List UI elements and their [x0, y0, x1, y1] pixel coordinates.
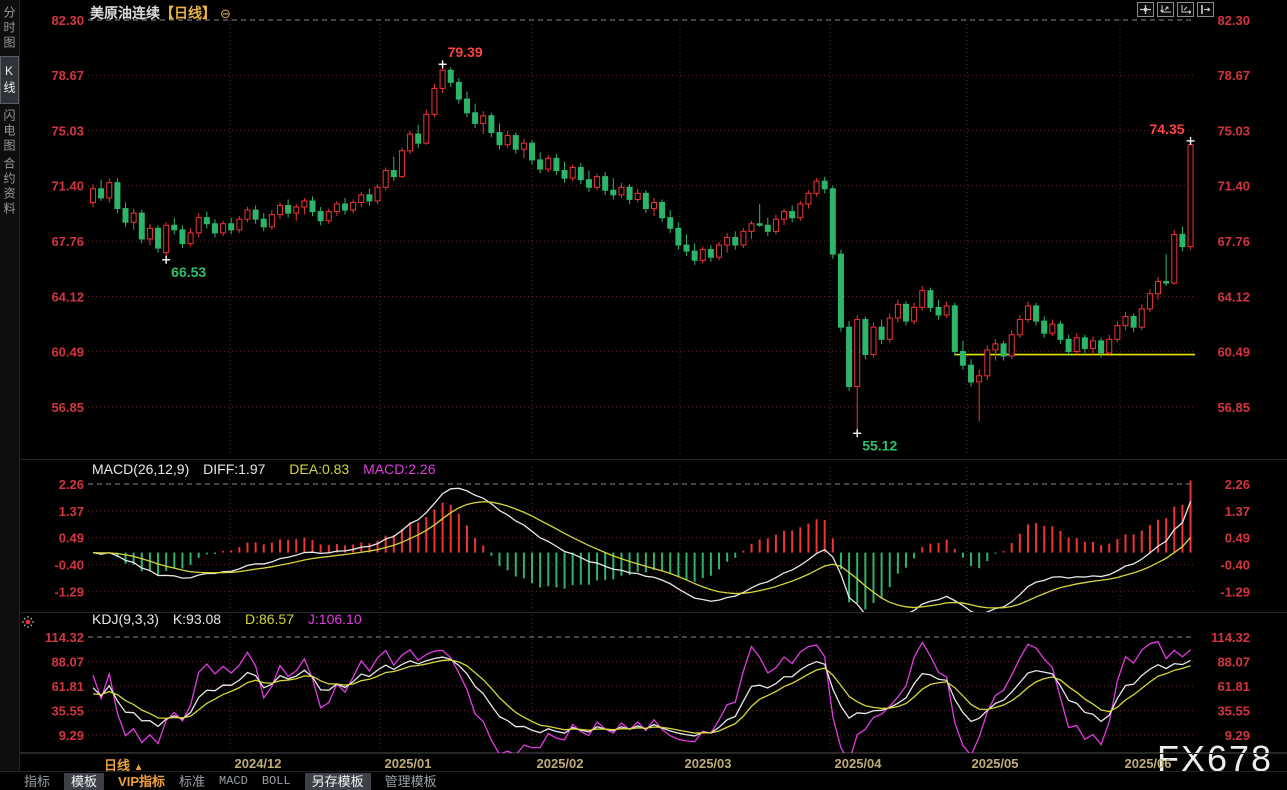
- svg-text:114.32: 114.32: [1211, 630, 1250, 645]
- svg-text:64.12: 64.12: [51, 289, 84, 304]
- svg-text:78.67: 78.67: [1217, 68, 1250, 83]
- sidebar-item-1[interactable]: K线图: [0, 56, 19, 104]
- kdj-d-value: D:86.57: [244, 611, 295, 627]
- tab-3[interactable]: 标准: [179, 773, 206, 789]
- kdj-title: KDJ(9,3,3) K:93.08: [92, 611, 222, 627]
- svg-text:60.49: 60.49: [1217, 345, 1250, 360]
- svg-text:-1.29: -1.29: [54, 585, 84, 600]
- svg-text:71.40: 71.40: [1217, 179, 1250, 194]
- tab-6[interactable]: 另存模板: [304, 772, 371, 790]
- kdj-header: KDJ(9,3,3) K:93.08 D:86.57 J:106.10: [92, 611, 372, 627]
- svg-text:1.37: 1.37: [1225, 504, 1250, 519]
- svg-text:66.53: 66.53: [171, 264, 206, 280]
- svg-text:82.30: 82.30: [1217, 13, 1250, 28]
- kdj-panel: [92, 640, 1191, 753]
- svg-text:9.29: 9.29: [1225, 728, 1250, 743]
- svg-text:71.40: 71.40: [51, 179, 84, 194]
- svg-text:67.76: 67.76: [51, 234, 84, 249]
- chart-toolbar: [1137, 2, 1214, 17]
- svg-text:61.81: 61.81: [1217, 679, 1250, 694]
- svg-text:0.49: 0.49: [1225, 531, 1250, 546]
- crosshair-icon[interactable]: [1137, 2, 1154, 17]
- date-label-3: 2025/03: [684, 756, 732, 771]
- svg-text:0.49: 0.49: [59, 531, 84, 546]
- macd-title: MACD(26,12,9) DIFF:1.97: [92, 461, 266, 477]
- svg-text:2.26: 2.26: [1225, 477, 1250, 492]
- svg-text:75.03: 75.03: [1217, 124, 1250, 139]
- tab-7[interactable]: 管理模板: [384, 773, 437, 789]
- sidebar-item-3[interactable]: 合约资料: [2, 157, 16, 217]
- svg-text:74.35: 74.35: [1150, 121, 1185, 137]
- date-label-6: 2025/06: [1124, 756, 1172, 771]
- kdj-j-value: J:106.10: [307, 611, 362, 627]
- sidebar-item-0[interactable]: 分时图: [2, 5, 16, 51]
- date-axis-row: 日线 ▲ 2024/12 2025/01 2025/02 2025/03 2025/04…: [0, 753, 1287, 773]
- svg-text:88.07: 88.07: [1217, 654, 1250, 669]
- svg-text:2.26: 2.26: [59, 477, 84, 492]
- price-annotations: 79.39 66.53 74.35 55.12: [162, 44, 1195, 453]
- svg-text:-0.40: -0.40: [1220, 558, 1250, 573]
- period-selector[interactable]: 日线 ▲: [104, 758, 144, 773]
- tab-0[interactable]: 指标: [24, 773, 51, 789]
- svg-text:64.12: 64.12: [1217, 289, 1250, 304]
- chevron-up-icon: ▲: [133, 762, 144, 773]
- svg-text:60.49: 60.49: [51, 345, 84, 360]
- svg-text:56.85: 56.85: [1217, 400, 1250, 415]
- sidebar-item-2[interactable]: 闪电图: [2, 108, 16, 154]
- svg-text:-1.29: -1.29: [1220, 585, 1250, 600]
- month-gridlines: [229, 20, 1121, 751]
- svg-text:1.37: 1.37: [59, 504, 84, 519]
- svg-text:56.85: 56.85: [51, 400, 84, 415]
- macd-dea-value: DEA:0.83: [289, 461, 350, 477]
- date-label-0: 2024/12: [234, 756, 282, 771]
- svg-text:67.76: 67.76: [1217, 234, 1250, 249]
- collapse-icon[interactable]: ⊖: [220, 6, 231, 21]
- indicator-marker-icon[interactable]: [21, 615, 35, 629]
- tab-2[interactable]: VIP指标: [118, 773, 165, 789]
- svg-text:9.29: 9.29: [59, 728, 84, 743]
- shift-right-icon[interactable]: [1197, 2, 1214, 17]
- date-label-1: 2025/01: [384, 756, 432, 771]
- period-tag: 【日线】: [160, 5, 216, 21]
- chart-type-sidebar: 分时图 K线图闪电图合约资料: [0, 0, 20, 790]
- symbol-name: 美原油连续: [90, 5, 160, 21]
- macd-axis: 2.26 2.26 1.37 1.37 0.49 0.49 -0.40 -0.40 -1.29 -…: [54, 477, 1250, 600]
- svg-text:78.67: 78.67: [51, 68, 84, 83]
- price-axis: 82.30 82.30 78.67 78.67 75.03 75.03 71.40 71.40…: [51, 13, 1250, 415]
- x-axis-scale-icon[interactable]: [1177, 2, 1194, 17]
- macd-panel: [92, 480, 1192, 612]
- chart-title: 美原油连续【日线】 ⊖: [90, 3, 231, 23]
- svg-text:79.39: 79.39: [448, 44, 483, 60]
- svg-text:82.30: 82.30: [51, 13, 84, 28]
- indicator-tab-bar: 指标 模板 VIP指标 标准 MACD BOLL 另存模板 管理模板: [0, 771, 1287, 790]
- svg-text:55.12: 55.12: [862, 437, 897, 453]
- svg-text:88.07: 88.07: [51, 654, 84, 669]
- date-label-5: 2025/05: [971, 756, 1019, 771]
- svg-text:35.55: 35.55: [51, 703, 84, 718]
- macd-header: MACD(26,12,9) DIFF:1.97 DEA:0.83 MACD:2.…: [92, 461, 445, 477]
- svg-text:75.03: 75.03: [51, 124, 84, 139]
- tab-4[interactable]: MACD: [219, 773, 248, 788]
- tab-1[interactable]: 模板: [64, 772, 105, 790]
- svg-text:-0.40: -0.40: [54, 558, 84, 573]
- svg-text:35.55: 35.55: [1217, 703, 1250, 718]
- tab-5[interactable]: BOLL: [261, 773, 291, 788]
- svg-text:61.81: 61.81: [51, 679, 84, 694]
- y-axis-scale-icon[interactable]: [1157, 2, 1174, 17]
- svg-text:114.32: 114.32: [45, 630, 84, 645]
- date-label-4: 2025/04: [834, 756, 882, 771]
- macd-macd-value: MACD:2.26: [363, 461, 436, 477]
- candlestick-series: [90, 64, 1194, 434]
- date-label-2: 2025/02: [536, 756, 584, 771]
